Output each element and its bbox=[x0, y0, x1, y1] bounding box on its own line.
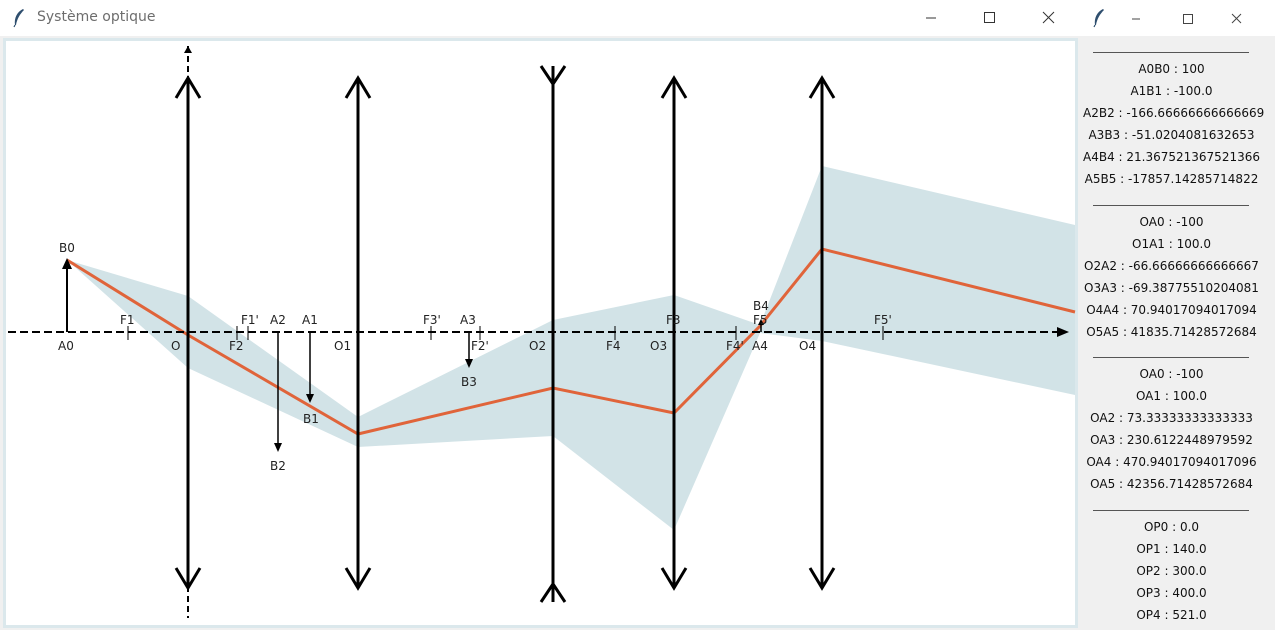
absolute-position-value: OA3 : 230.6122448979592 bbox=[1090, 433, 1253, 447]
size-value: A5B5 : -17857.14285714822 bbox=[1084, 172, 1259, 186]
size-value: A4B4 : 21.367521367521366 bbox=[1083, 150, 1260, 164]
lens-O2 bbox=[539, 65, 567, 603]
relative-position-value: O3A3 : -69.38775510204081 bbox=[1084, 281, 1259, 295]
absolute-position-value: OA4 : 470.94017094017096 bbox=[1086, 455, 1257, 469]
close-icon bbox=[1231, 13, 1242, 24]
relative-position-value: O5A5 : 41835.71428572684 bbox=[1086, 325, 1257, 339]
close-button[interactable] bbox=[1025, 0, 1071, 36]
optical-canvas[interactable]: B0 A0 F1 O F2 F1' A2 A1 B1 B2 O1 F3' A3 … bbox=[3, 38, 1078, 628]
image-arrowhead-B2 bbox=[274, 443, 282, 452]
side-maximize-button[interactable] bbox=[1172, 0, 1202, 36]
label-O4: O4 bbox=[799, 339, 816, 353]
label-B0: B0 bbox=[59, 241, 75, 255]
label-A2: A2 bbox=[270, 313, 286, 327]
absolute-position-value: OA1 : 100.0 bbox=[1135, 389, 1208, 403]
label-F2-prime: F2' bbox=[471, 339, 489, 353]
relative-position-value: O2A2 : -66.66666666666667 bbox=[1084, 259, 1259, 273]
size-value: A1B1 : -100.0 bbox=[1130, 84, 1213, 98]
label-O2: O2 bbox=[529, 339, 546, 353]
lens-O4 bbox=[808, 75, 836, 591]
lens-position-value: OP2 : 300.0 bbox=[1136, 564, 1207, 578]
absolute-position-value: OA5 : 42356.71428572684 bbox=[1090, 477, 1253, 491]
optical-diagram: B0 A0 F1 O F2 F1' A2 A1 B1 B2 O1 F3' A3 … bbox=[3, 38, 1078, 628]
optical-axis-arrowhead bbox=[1057, 327, 1069, 337]
label-B4: B4 bbox=[753, 299, 769, 313]
values-panel: A0B0 : 100 A1B1 : -100.0 A2B2 : -166.666… bbox=[1083, 36, 1275, 630]
lens-O1 bbox=[344, 75, 372, 591]
separator bbox=[1093, 205, 1249, 206]
focal-ticks bbox=[127, 326, 884, 340]
maximize-icon bbox=[984, 12, 995, 23]
image-arrowhead-B1 bbox=[306, 394, 314, 403]
label-F4-prime: F4' bbox=[726, 339, 744, 353]
label-F5: F5 bbox=[753, 313, 768, 327]
label-B3: B3 bbox=[461, 375, 477, 389]
label-F2: F2 bbox=[229, 339, 244, 353]
label-F4: F4 bbox=[606, 339, 621, 353]
main-titlebar[interactable]: Système optique bbox=[0, 0, 1083, 36]
maximize-button[interactable] bbox=[966, 0, 1012, 36]
label-O: O bbox=[171, 339, 180, 353]
separator bbox=[1093, 357, 1249, 358]
separator bbox=[1093, 52, 1249, 53]
relative-position-value: OA0 : -100 bbox=[1139, 215, 1204, 229]
side-titlebar[interactable] bbox=[1083, 0, 1275, 36]
label-B1: B1 bbox=[303, 412, 319, 426]
maximize-icon bbox=[1183, 14, 1193, 24]
lens-O3 bbox=[660, 75, 688, 591]
label-F1: F1 bbox=[120, 313, 135, 327]
size-value: A2B2 : -166.66666666666669 bbox=[1083, 106, 1265, 120]
lens-position-value: OP1 : 140.0 bbox=[1136, 542, 1207, 556]
window-title: Système optique bbox=[37, 9, 156, 25]
label-B2: B2 bbox=[270, 459, 286, 473]
absolute-position-value: OA2 : 73.33333333333333 bbox=[1090, 411, 1253, 425]
minimize-icon bbox=[926, 17, 936, 19]
label-A1: A1 bbox=[302, 313, 318, 327]
object-arrowhead bbox=[62, 258, 72, 269]
label-F3: F3 bbox=[666, 313, 681, 327]
side-minimize-button[interactable] bbox=[1121, 0, 1151, 36]
light-ray bbox=[66, 247, 1076, 436]
image-arrowhead-B3 bbox=[465, 359, 473, 368]
label-F3-prime: F3' bbox=[423, 313, 441, 327]
size-value: A0B0 : 100 bbox=[1138, 62, 1205, 76]
relative-position-value: O4A4 : 70.94017094017094 bbox=[1086, 303, 1257, 317]
separator bbox=[1093, 510, 1249, 511]
side-window: A0B0 : 100 A1B1 : -100.0 A2B2 : -166.666… bbox=[1083, 0, 1275, 630]
lens-O bbox=[174, 46, 202, 618]
minimize-icon bbox=[1132, 18, 1140, 20]
main-window: Système optique bbox=[0, 0, 1083, 630]
relative-position-value: O1A1 : 100.0 bbox=[1132, 237, 1211, 251]
label-F1-prime: F1' bbox=[241, 313, 259, 327]
lens-position-value: OP4 : 521.0 bbox=[1136, 608, 1207, 622]
label-O1: O1 bbox=[334, 339, 351, 353]
label-F5-prime: F5' bbox=[874, 313, 892, 327]
feather-icon bbox=[1093, 9, 1104, 28]
label-A3: A3 bbox=[460, 313, 476, 327]
close-icon bbox=[1042, 11, 1055, 24]
label-A4: A4 bbox=[752, 339, 768, 353]
minimize-button[interactable] bbox=[908, 0, 954, 36]
size-value: A3B3 : -51.0204081632653 bbox=[1088, 128, 1255, 142]
feather-icon bbox=[13, 9, 24, 28]
label-A0: A0 bbox=[58, 339, 74, 353]
absolute-position-value: OA0 : -100 bbox=[1139, 367, 1204, 381]
side-close-button[interactable] bbox=[1222, 0, 1252, 36]
lens-position-value: OP3 : 400.0 bbox=[1136, 586, 1207, 600]
lens-position-value: OP0 : 0.0 bbox=[1143, 520, 1200, 534]
label-O3: O3 bbox=[650, 339, 667, 353]
image-arrowhead-B4 bbox=[758, 319, 764, 325]
